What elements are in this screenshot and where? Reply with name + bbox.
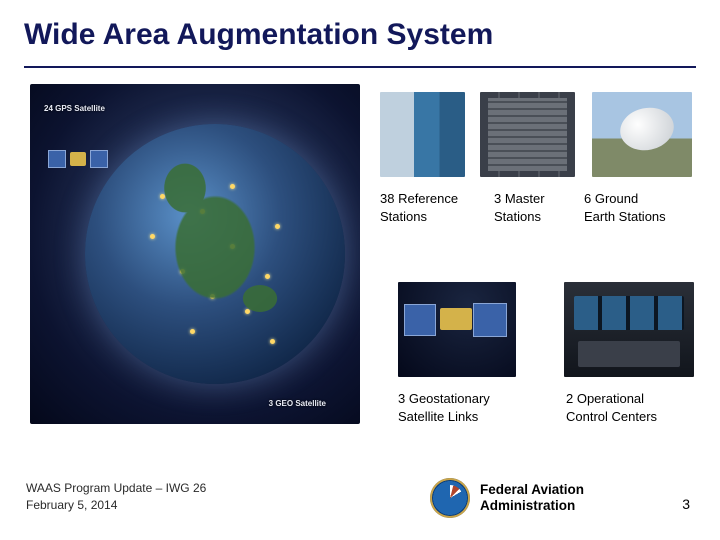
agency-line: Administration [480, 498, 584, 514]
footer-program-line: WAAS Program Update – IWG 26 [26, 480, 206, 497]
caption-line: Satellite Links [398, 408, 490, 426]
caption-line: Earth Stations [584, 208, 666, 226]
caption-master-stations: 3 Master Stations [494, 190, 545, 225]
control-centers-image [564, 282, 694, 377]
title-rule [24, 66, 696, 68]
caption-line: Control Centers [566, 408, 657, 426]
ground-earth-stations-image [592, 92, 692, 177]
caption-line: Stations [494, 208, 545, 226]
caption-line: 38 Reference [380, 190, 458, 208]
page-title: Wide Area Augmentation System [24, 18, 696, 52]
faa-seal-icon [430, 478, 470, 518]
footer-date-line: February 5, 2014 [26, 497, 206, 514]
globe-label-bottom: 3 GEO Satellite [269, 399, 326, 408]
geostationary-links-image [398, 282, 516, 377]
satellite-icon [48, 144, 108, 174]
caption-line: Stations [380, 208, 458, 226]
reference-stations-image [380, 92, 465, 177]
caption-line: 6 Ground [584, 190, 666, 208]
footer-program: WAAS Program Update – IWG 26 February 5,… [26, 480, 206, 514]
caption-line: 2 Operational [566, 390, 657, 408]
caption-line: 3 Geostationary [398, 390, 490, 408]
globe-label-top: 24 GPS Satellite [44, 104, 105, 113]
page-number: 3 [682, 496, 690, 512]
caption-reference-stations: 38 Reference Stations [380, 190, 458, 225]
globe-graphic: 24 GPS Satellite 3 GEO Satellite [30, 84, 360, 424]
caption-ground-stations: 6 Ground Earth Stations [584, 190, 666, 225]
caption-line: 3 Master [494, 190, 545, 208]
master-stations-image [480, 92, 575, 177]
agency-line: Federal Aviation [480, 482, 584, 498]
caption-control-centers: 2 Operational Control Centers [566, 390, 657, 425]
footer-agency: Federal Aviation Administration [430, 478, 584, 518]
caption-geostationary: 3 Geostationary Satellite Links [398, 390, 490, 425]
